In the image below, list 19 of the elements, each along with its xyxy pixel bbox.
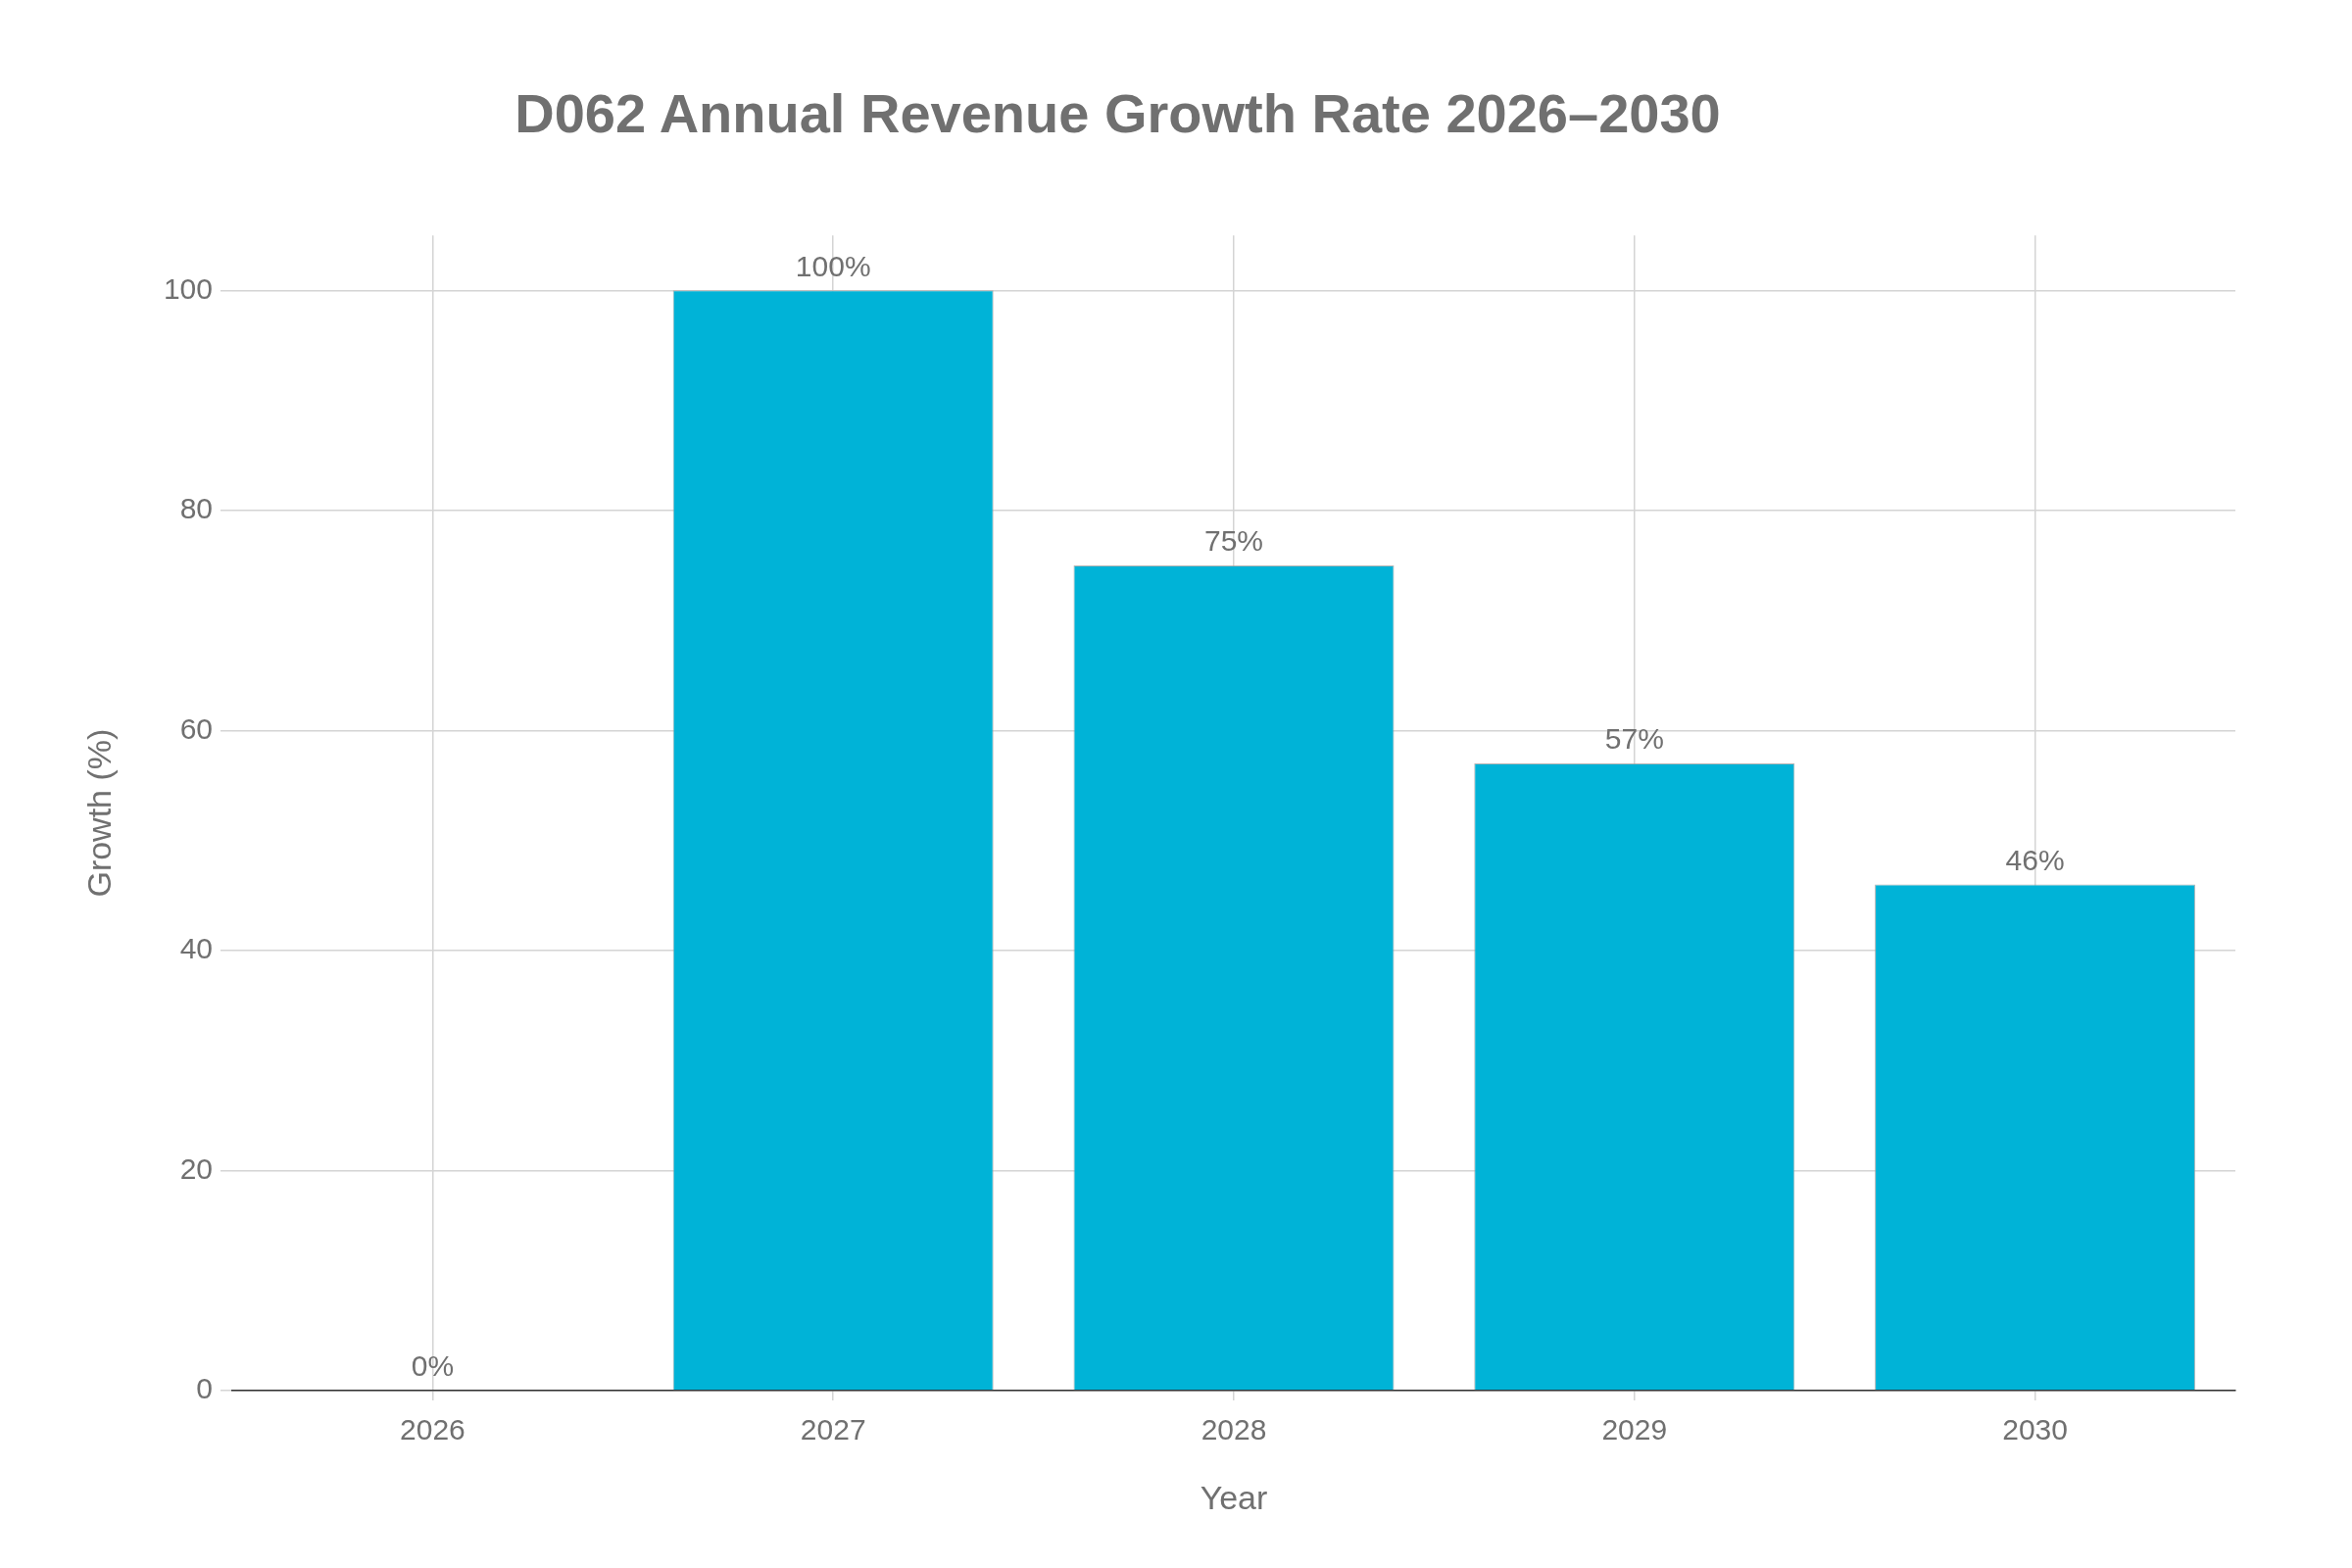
y-tick-label: 20 xyxy=(179,1152,213,1185)
data-label: 46% xyxy=(2005,843,2065,876)
data-label: 100% xyxy=(795,249,871,282)
x-tick-label: 2027 xyxy=(800,1413,866,1446)
x-tick-label: 2028 xyxy=(1200,1413,1267,1446)
y-tick-label: 100 xyxy=(163,271,213,305)
chart-title: D062 Annual Revenue Growth Rate 2026–2030 xyxy=(514,82,1721,145)
x-axis-title: Year xyxy=(1200,1478,1268,1516)
y-tick-label: 0 xyxy=(196,1372,213,1405)
x-tick-label: 2026 xyxy=(400,1413,466,1446)
x-tick-label: 2030 xyxy=(2002,1413,2068,1446)
y-tick-label: 40 xyxy=(179,932,213,965)
data-label: 75% xyxy=(1203,524,1264,558)
data-label: 57% xyxy=(1604,722,1664,756)
y-tick-label: 80 xyxy=(179,492,213,525)
y-axis-title: Growth (%) xyxy=(79,728,118,898)
x-tick-label: 2029 xyxy=(1601,1413,1668,1446)
y-tick-label: 60 xyxy=(179,711,213,745)
data-label: 0% xyxy=(411,1349,455,1383)
